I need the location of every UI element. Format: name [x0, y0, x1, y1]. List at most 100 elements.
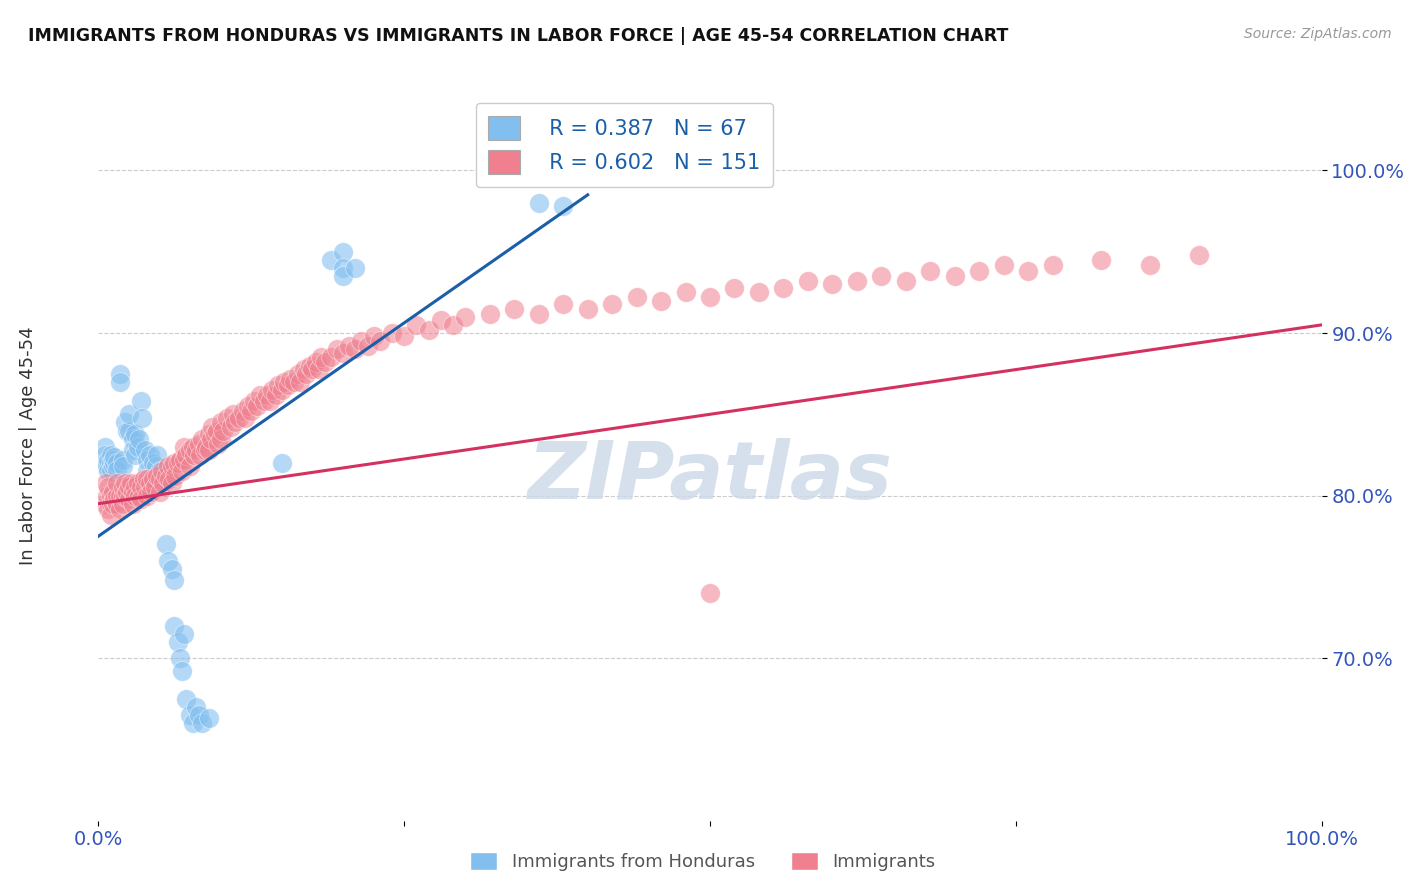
Point [105, 489, 128, 503]
Point [183, 448, 205, 462]
Point [699, 290, 721, 304]
Point [553, 297, 575, 311]
Point [103, 456, 125, 470]
Point [1139, 258, 1161, 272]
Point [121, 485, 143, 500]
Point [821, 277, 844, 292]
Point [145, 459, 167, 474]
Point [392, 329, 416, 343]
Point [149, 472, 172, 486]
Point [111, 480, 134, 494]
Point [314, 355, 336, 369]
Point [93, 497, 115, 511]
Point [1017, 264, 1039, 278]
Point [105, 462, 128, 476]
Point [170, 464, 193, 478]
Point [121, 497, 143, 511]
Point [128, 489, 150, 503]
Point [267, 378, 290, 392]
Point [332, 269, 354, 284]
Point [101, 485, 124, 500]
Point [187, 436, 209, 450]
Point [197, 711, 219, 725]
Point [100, 508, 122, 522]
Point [105, 456, 128, 470]
Point [1090, 252, 1112, 267]
Point [120, 475, 142, 490]
Point [305, 355, 328, 369]
Point [103, 450, 125, 464]
Point [179, 443, 201, 458]
Point [142, 456, 165, 470]
Point [246, 399, 269, 413]
Point [219, 420, 242, 434]
Point [114, 489, 136, 503]
Point [111, 497, 134, 511]
Point [232, 404, 254, 418]
Point [332, 244, 354, 259]
Point [152, 475, 174, 490]
Point [181, 440, 204, 454]
Point [139, 448, 162, 462]
Point [146, 469, 169, 483]
Point [277, 378, 299, 392]
Point [97, 452, 120, 467]
Point [118, 424, 141, 438]
Point [209, 432, 232, 446]
Point [124, 426, 146, 441]
Point [256, 388, 278, 402]
Point [299, 359, 322, 373]
Point [94, 475, 117, 490]
Point [100, 448, 122, 462]
Point [430, 313, 453, 327]
Point [344, 343, 367, 357]
Point [176, 448, 198, 462]
Point [209, 416, 232, 430]
Point [205, 424, 228, 438]
Point [96, 489, 118, 503]
Point [127, 440, 149, 454]
Point [290, 375, 312, 389]
Point [262, 383, 284, 397]
Point [273, 375, 295, 389]
Point [110, 489, 132, 503]
Point [155, 537, 177, 551]
Point [105, 497, 128, 511]
Point [96, 459, 118, 474]
Point [527, 196, 550, 211]
Point [115, 485, 138, 500]
Point [194, 443, 217, 458]
Point [118, 407, 141, 421]
Point [363, 329, 385, 343]
Point [173, 626, 195, 640]
Point [301, 361, 323, 376]
Point [503, 301, 526, 316]
Point [101, 459, 124, 474]
Point [146, 448, 169, 462]
Point [101, 452, 124, 467]
Point [222, 407, 245, 421]
Point [110, 375, 132, 389]
Point [114, 475, 136, 490]
Point [1042, 258, 1064, 272]
Point [149, 485, 172, 500]
Point [111, 489, 134, 503]
Point [160, 459, 183, 474]
Point [121, 443, 143, 458]
Point [173, 440, 195, 454]
Point [100, 489, 122, 503]
Text: Source: ZipAtlas.com: Source: ZipAtlas.com [1244, 27, 1392, 41]
Point [319, 252, 342, 267]
Point [127, 475, 149, 490]
Point [124, 448, 146, 462]
Point [176, 691, 198, 706]
Point [149, 475, 172, 490]
Point [600, 297, 623, 311]
Point [96, 456, 118, 470]
Point [136, 472, 159, 486]
Point [160, 475, 183, 490]
Point [845, 274, 868, 288]
Point [187, 708, 209, 723]
Point [118, 480, 141, 494]
Text: In Labor Force | Age 45-54: In Labor Force | Age 45-54 [20, 326, 37, 566]
